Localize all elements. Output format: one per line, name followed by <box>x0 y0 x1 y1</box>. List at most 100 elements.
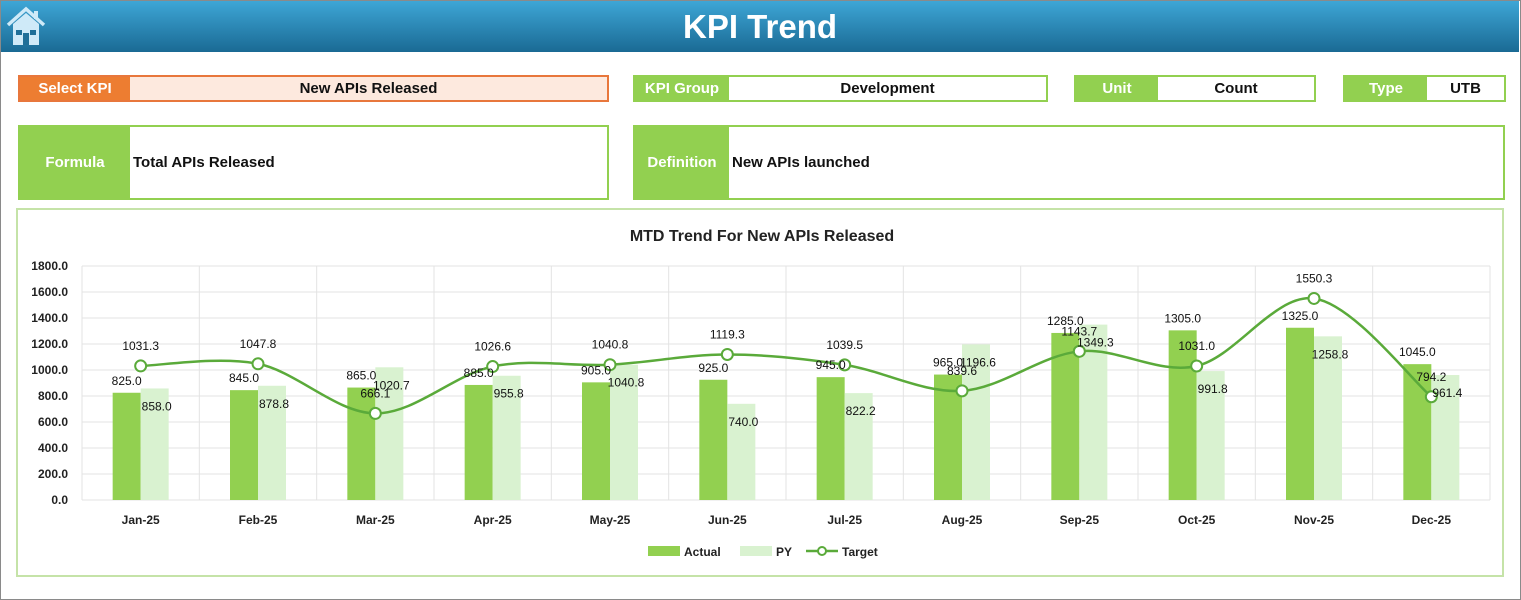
data-label-py: 1196.6 <box>960 355 996 369</box>
y-tick-label: 1600.0 <box>31 285 68 299</box>
bar-py <box>962 344 990 500</box>
bar-actual <box>699 379 728 500</box>
bar-actual <box>816 377 845 500</box>
data-label-actual: 1305.0 <box>1164 311 1201 325</box>
data-label-target: 1550.3 <box>1296 271 1333 285</box>
data-label-actual: 905.0 <box>581 363 611 377</box>
data-label-py: 740.0 <box>728 415 758 429</box>
unit-value: Count <box>1214 80 1258 97</box>
x-tick-label: Jul-25 <box>827 513 862 527</box>
y-tick-label: 200.0 <box>38 467 68 481</box>
x-tick-label: Oct-25 <box>1178 513 1216 527</box>
unit-label: Unit <box>1076 77 1158 100</box>
bar-py <box>727 403 756 500</box>
data-label-actual: 825.0 <box>112 374 142 388</box>
bar-actual <box>230 390 258 500</box>
formula-label: Formula <box>20 127 130 198</box>
data-label-py: 961.4 <box>1432 386 1462 400</box>
bar-actual <box>1051 332 1080 500</box>
x-tick-label: Sep-25 <box>1060 513 1100 527</box>
target-marker <box>955 384 969 398</box>
data-label-target: 666.1 <box>360 386 390 400</box>
bar-py <box>492 375 521 500</box>
y-tick-label: 600.0 <box>38 415 68 429</box>
definition-field: Definition New APIs launched <box>633 125 1505 200</box>
bar-actual <box>112 392 141 500</box>
definition-label: Definition <box>635 127 729 198</box>
legend-actual-label: Actual <box>684 545 721 559</box>
page-title: KPI Trend <box>682 8 838 45</box>
x-tick-label: Jun-25 <box>708 513 747 527</box>
definition-value: New APIs launched <box>732 154 870 171</box>
target-marker <box>251 357 265 371</box>
chart-title: MTD Trend For New APIs Released <box>630 228 894 245</box>
data-label-target: 1143.7 <box>1061 324 1097 338</box>
y-tick-label: 1800.0 <box>31 259 68 273</box>
target-marker <box>1190 359 1204 373</box>
target-marker <box>134 359 148 373</box>
x-tick-label: Mar-25 <box>356 513 395 527</box>
y-tick-label: 0.0 <box>51 493 68 507</box>
data-label-actual: 885.0 <box>464 366 494 380</box>
kpi-group-field: KPI Group Development <box>633 75 1048 102</box>
data-label-py: 858.0 <box>142 399 172 413</box>
select-kpi-field[interactable]: Select KPI New APIs Released <box>18 75 609 102</box>
data-label-py: 1258.8 <box>1312 347 1349 361</box>
y-tick-label: 400.0 <box>38 441 68 455</box>
target-marker <box>1307 291 1321 305</box>
bar-py <box>375 367 404 500</box>
bar-py <box>140 388 169 500</box>
target-marker <box>486 360 500 374</box>
bar-py <box>610 364 638 500</box>
legend-py-label: PY <box>776 545 792 559</box>
select-kpi-dropdown[interactable]: New APIs Released <box>130 77 607 100</box>
x-tick-label: Aug-25 <box>942 513 983 527</box>
bar-actual <box>347 387 376 500</box>
bar-py <box>1196 371 1225 500</box>
y-tick-label: 1400.0 <box>31 311 68 325</box>
bar-py <box>844 393 873 500</box>
x-tick-label: Apr-25 <box>474 513 512 527</box>
data-label-py: 991.8 <box>1198 382 1228 396</box>
data-label-target: 1119.3 <box>710 327 745 341</box>
y-tick-label: 1200.0 <box>31 337 68 351</box>
bar-actual <box>1168 330 1197 500</box>
home-icon[interactable] <box>5 5 47 47</box>
data-label-actual: 945.0 <box>816 358 846 372</box>
type-label: Type <box>1345 77 1427 100</box>
data-label-actual: 845.0 <box>229 371 259 385</box>
data-label-py: 1040.8 <box>608 376 645 390</box>
data-label-actual: 865.0 <box>346 369 376 383</box>
data-label-actual: 1325.0 <box>1282 309 1319 323</box>
legend-target-label: Target <box>842 545 878 559</box>
x-tick-label: Feb-25 <box>239 513 278 527</box>
y-tick-label: 1000.0 <box>31 363 68 377</box>
target-marker <box>368 406 382 420</box>
target-marker <box>838 358 852 372</box>
legend-actual-swatch <box>648 546 680 556</box>
bar-py <box>258 385 286 500</box>
data-label-py: 1349.3 <box>1077 336 1114 350</box>
formula-value: Total APIs Released <box>133 154 275 171</box>
data-label-target: 794.2 <box>1416 370 1446 384</box>
target-line <box>140 297 1433 415</box>
bar-actual <box>934 374 962 500</box>
bar-actual <box>464 384 493 500</box>
bar-actual <box>582 382 610 500</box>
data-label-actual: 1045.0 <box>1399 345 1436 359</box>
data-label-target: 1040.8 <box>592 338 629 352</box>
select-kpi-label: Select KPI <box>20 77 130 100</box>
x-tick-label: Dec-25 <box>1412 513 1452 527</box>
bar-py <box>1314 336 1342 500</box>
data-label-py: 878.8 <box>259 397 289 411</box>
target-marker <box>1424 390 1438 404</box>
data-label-target: 1031.3 <box>122 339 159 353</box>
data-label-py: 955.8 <box>494 387 524 401</box>
header-bar: KPI Trend <box>1 1 1519 52</box>
kpi-group-value: Development <box>840 80 935 97</box>
data-label-target: 1039.5 <box>826 338 863 352</box>
bar-actual <box>1286 327 1314 500</box>
y-tick-label: 800.0 <box>38 389 68 403</box>
unit-field: Unit Count <box>1074 75 1316 102</box>
